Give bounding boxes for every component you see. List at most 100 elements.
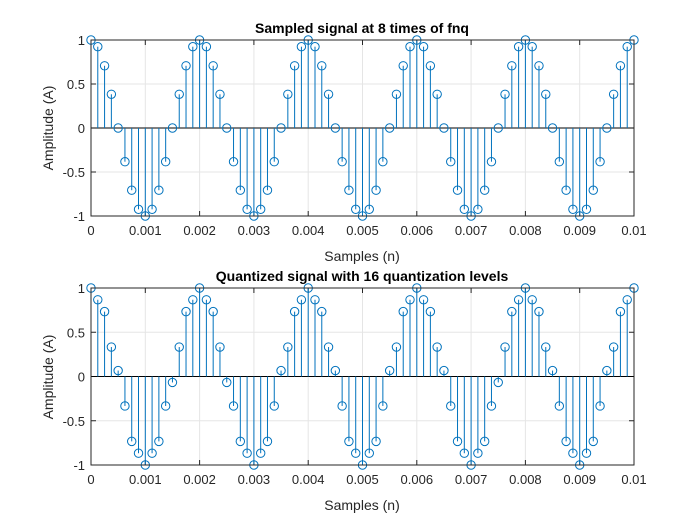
x-tick-label: 0.001 (129, 223, 162, 238)
stem-marker (371, 436, 381, 447)
x-tick-label: 0.01 (621, 472, 646, 487)
stem-marker (371, 185, 381, 195)
stem-marker (534, 61, 544, 71)
stem-marker (534, 306, 544, 317)
y-tick-label: -1 (73, 458, 85, 473)
stem-marker (120, 157, 130, 167)
x-tick-label: 0.009 (563, 472, 596, 487)
x-tick-label: 0.006 (401, 223, 434, 238)
stem-marker (432, 89, 442, 99)
y-tick-label: -0.5 (63, 414, 85, 429)
stem-marker (242, 204, 252, 215)
x-tick-label: 0.001 (129, 472, 162, 487)
x-tick-label: 0 (87, 223, 94, 238)
stem-marker (276, 123, 286, 133)
x-tick-label: 0.008 (509, 223, 542, 238)
stem-marker (255, 448, 266, 458)
stem-marker (330, 365, 341, 376)
y-tick-label: 0.5 (67, 325, 85, 340)
stem-marker (547, 365, 558, 376)
stem-marker (378, 401, 388, 411)
stem-marker (106, 89, 117, 99)
stem-marker (201, 295, 212, 305)
stem-marker (568, 448, 578, 458)
stem-marker (160, 157, 171, 167)
x-tick-label: 0.008 (509, 472, 542, 487)
stem-marker (351, 204, 361, 215)
stem-series (86, 35, 639, 221)
x-tick-label: 0.007 (455, 472, 488, 487)
y-tick-label: 1 (78, 281, 85, 296)
stem-marker (323, 342, 334, 352)
stem-marker (133, 448, 144, 458)
stem-marker (222, 377, 232, 388)
stem-marker (384, 365, 395, 376)
stem-marker (99, 306, 110, 317)
stem-marker (581, 204, 592, 215)
x-tick-label: 0.002 (183, 223, 216, 238)
stem-marker (425, 61, 436, 71)
stem-marker (622, 41, 632, 52)
stem-marker (527, 295, 537, 305)
stem-marker (296, 295, 307, 305)
stem-marker (215, 342, 225, 352)
y-axis-label: Amplitude (A) (40, 86, 56, 171)
x-tick-label: 0 (87, 472, 94, 487)
stem-marker (418, 295, 429, 305)
stem-marker (486, 157, 497, 167)
stem-marker (439, 123, 449, 133)
stem-marker (127, 185, 137, 195)
y-tick-label: 0 (78, 370, 85, 385)
stem-marker (581, 448, 592, 458)
stem-marker (473, 204, 483, 215)
stem-marker (452, 436, 463, 447)
stem-marker (289, 306, 300, 317)
stem-marker (507, 306, 517, 317)
stem-marker (160, 401, 171, 411)
stem-marker (561, 436, 571, 447)
stem-series (86, 283, 639, 470)
stem-marker (344, 185, 354, 195)
stem-marker (317, 306, 327, 317)
x-tick-label: 0.006 (401, 472, 434, 487)
stem-marker (425, 306, 436, 317)
stem-marker (188, 41, 198, 52)
stem-marker (486, 401, 497, 411)
x-tick-label: 0.004 (292, 472, 325, 487)
stem-marker (479, 436, 490, 447)
x-tick-label: 0.007 (455, 223, 488, 238)
stem-marker (493, 123, 503, 133)
x-tick-label: 0.002 (183, 472, 216, 487)
stem-marker (452, 185, 463, 195)
stem-marker (317, 61, 327, 71)
stem-marker (262, 436, 273, 447)
stem-marker (595, 157, 605, 167)
stem-marker (446, 401, 456, 411)
stem-marker (127, 436, 137, 447)
x-tick-label: 0.004 (292, 223, 325, 238)
stem-marker (106, 342, 117, 352)
stem-marker (500, 89, 510, 99)
stem-marker (269, 157, 279, 167)
x-tick-label: 0.003 (238, 472, 271, 487)
stem-marker (154, 436, 164, 447)
stem-marker (167, 123, 178, 133)
stem-marker (330, 123, 341, 133)
stem-marker (276, 365, 286, 376)
stem-marker (384, 123, 395, 133)
stem-marker (527, 41, 537, 52)
stem-marker (337, 401, 347, 411)
stem-marker (608, 342, 619, 352)
x-axis-label: Samples (n) (324, 497, 399, 513)
x-tick-label: 0.005 (346, 223, 379, 238)
stem-marker (541, 342, 551, 352)
stem-marker (113, 123, 123, 133)
stem-marker (120, 401, 130, 411)
stem-marker (174, 89, 184, 99)
stem-marker (405, 41, 415, 52)
axes-box (90, 39, 635, 217)
stem-marker (289, 61, 300, 71)
stem-marker (459, 204, 470, 215)
stem-marker (513, 295, 524, 305)
subplot-title: Quantized signal with 16 quantization le… (216, 268, 509, 284)
